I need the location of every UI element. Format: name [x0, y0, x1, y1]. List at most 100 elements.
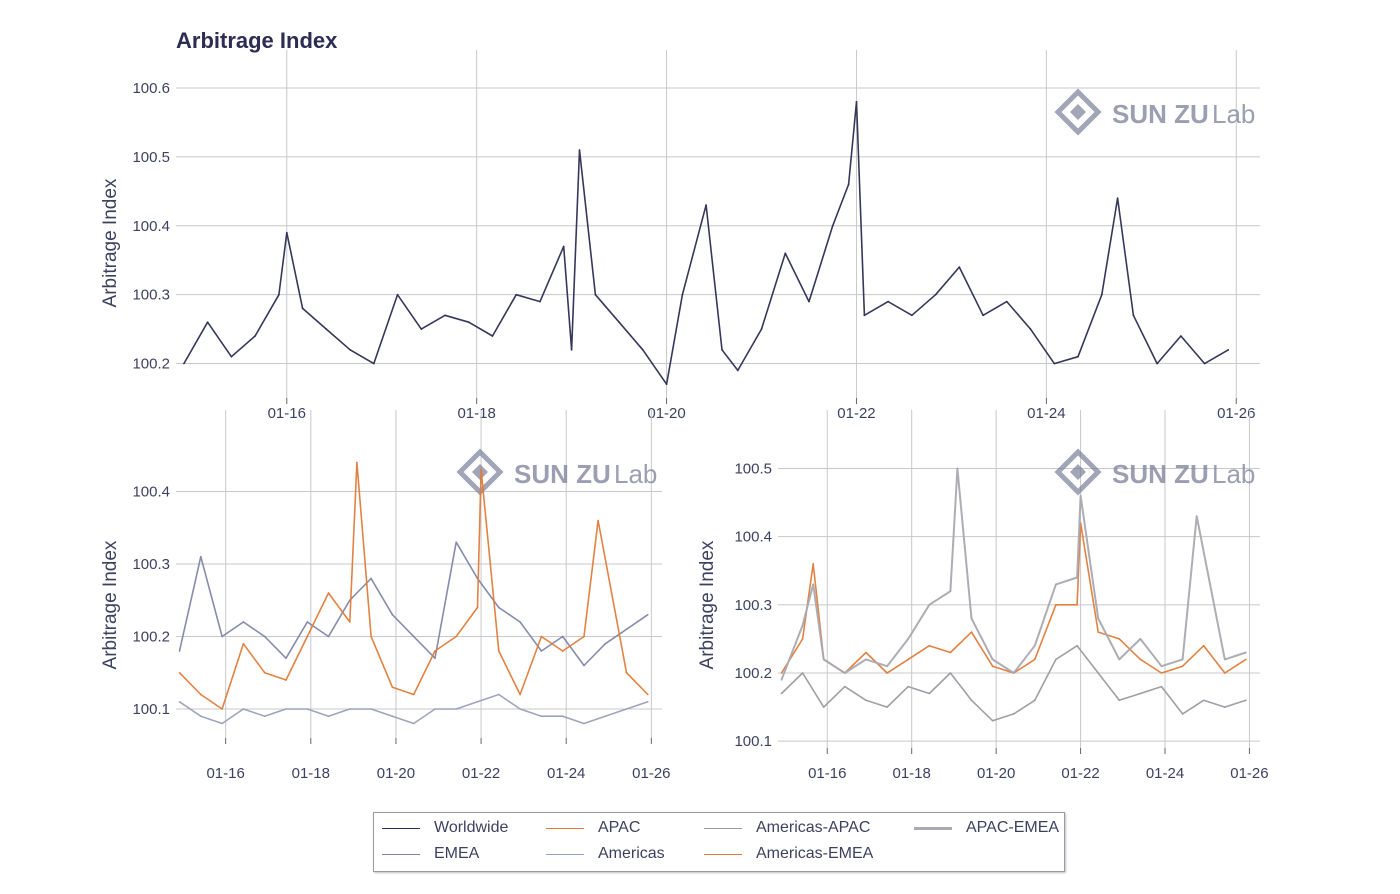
- y-tick-label: 100.5: [734, 460, 772, 477]
- data-point: [1139, 692, 1142, 695]
- data-point: [865, 658, 867, 661]
- data-point: [907, 658, 909, 661]
- data-point: [412, 693, 415, 696]
- sunzu-logo-watermark: SUN ZU Lab: [456, 448, 657, 496]
- data-point: [301, 307, 304, 310]
- sunzu-logo-icon: [1054, 88, 1102, 136]
- data-point: [561, 715, 564, 718]
- legend: Worldwide APAC Americas-APAC APAC-EMEA E…: [373, 812, 1065, 872]
- watermark-suffix: Lab: [614, 459, 657, 489]
- data-point: [801, 624, 804, 627]
- data-point: [780, 672, 783, 674]
- data-point: [327, 592, 330, 594]
- data-point: [831, 224, 834, 227]
- legend-label: APAC: [598, 819, 641, 836]
- y-axis-label: Arbitrage Index: [100, 178, 121, 307]
- data-point: [434, 708, 436, 710]
- data-point: [625, 671, 628, 674]
- x-tick-label: 01-18: [893, 765, 931, 782]
- bottom-right-chart-panel: 100.1 100.2 100.3 100.4 100.5 01-16 01-18 01-20…: [697, 410, 1269, 782]
- legend-swatch: [382, 853, 420, 855]
- data-point: [1203, 362, 1206, 365]
- legend-swatch: [382, 827, 420, 829]
- data-point: [349, 348, 351, 351]
- legend-label: Americas-EMEA: [756, 845, 874, 862]
- data-point: [539, 300, 541, 303]
- data-point: [812, 583, 814, 586]
- y-tick-label: 100.3: [132, 287, 170, 304]
- data-point: [178, 700, 181, 703]
- series-line-emea: [178, 541, 649, 667]
- watermark-brand: SUN ZU: [1112, 99, 1209, 129]
- data-point: [647, 700, 649, 703]
- data-point: [780, 692, 783, 695]
- data-point: [970, 699, 973, 702]
- data-point: [206, 321, 209, 324]
- data-point: [183, 362, 185, 365]
- top-chart-panel: 100.2 100.3 100.4 100.5 100.6 01-16 01-18 01-20…: [100, 50, 1260, 422]
- data-point: [1181, 665, 1184, 667]
- legend-label: Americas: [598, 845, 665, 862]
- sunzu-logo-watermark: SUN ZU Lab: [1054, 448, 1255, 496]
- x-tick-label: 01-24: [1146, 765, 1184, 782]
- legend-item: Americas-EMEA: [704, 845, 873, 863]
- legend-item: Americas-APAC: [704, 819, 870, 837]
- data-point: [285, 708, 287, 710]
- y-axis-label: Arbitrage Index: [100, 540, 121, 669]
- x-tick-label: 01-16: [808, 765, 846, 782]
- data-point: [1034, 658, 1036, 661]
- data-point: [434, 650, 436, 652]
- data-point: [1076, 644, 1078, 647]
- data-point: [1100, 293, 1103, 296]
- data-point: [491, 335, 494, 337]
- data-point: [1181, 713, 1184, 715]
- data-point: [1076, 604, 1078, 606]
- legend-swatch: [704, 827, 742, 829]
- data-point: [349, 621, 351, 623]
- data-point: [1118, 638, 1121, 640]
- data-point: [625, 628, 628, 631]
- data-point: [498, 606, 500, 609]
- data-point: [1195, 515, 1198, 517]
- data-point: [970, 631, 973, 633]
- data-point: [200, 555, 202, 558]
- data-point: [822, 706, 825, 708]
- data-point: [242, 621, 245, 623]
- data-point: [1160, 672, 1163, 674]
- data-point: [356, 461, 358, 464]
- data-point: [570, 348, 573, 351]
- data-point: [391, 715, 394, 718]
- data-point: [1053, 362, 1056, 365]
- data-point: [847, 183, 850, 186]
- data-point: [1181, 658, 1184, 661]
- y-tick-label: 100.4: [132, 484, 170, 501]
- data-point: [1224, 658, 1226, 661]
- data-point: [982, 314, 984, 317]
- data-point: [1156, 362, 1158, 365]
- legend-swatch: [914, 826, 952, 830]
- y-tick-label: 100.4: [734, 529, 772, 546]
- series-line-worldwide: [183, 101, 1229, 386]
- data-point: [949, 672, 952, 674]
- legend-swatch: [704, 853, 742, 855]
- data-point: [1116, 197, 1119, 200]
- data-point: [604, 642, 607, 645]
- data-point: [263, 635, 266, 638]
- data-point: [412, 722, 415, 725]
- y-tick-label: 100.4: [132, 218, 170, 235]
- data-point: [242, 708, 245, 710]
- x-tick-label: 01-26: [1230, 765, 1268, 782]
- data-point: [498, 650, 500, 652]
- data-point: [412, 635, 415, 638]
- series-line-apac-emea: [780, 467, 1247, 681]
- data-point: [278, 293, 280, 296]
- watermark-suffix: Lab: [1212, 99, 1255, 129]
- data-point: [1160, 665, 1163, 667]
- data-point: [370, 577, 372, 580]
- data-point: [230, 355, 233, 358]
- data-point: [1097, 631, 1099, 633]
- data-point: [1079, 494, 1082, 497]
- data-point: [949, 651, 952, 654]
- legend-item: APAC-EMEA: [914, 819, 1059, 837]
